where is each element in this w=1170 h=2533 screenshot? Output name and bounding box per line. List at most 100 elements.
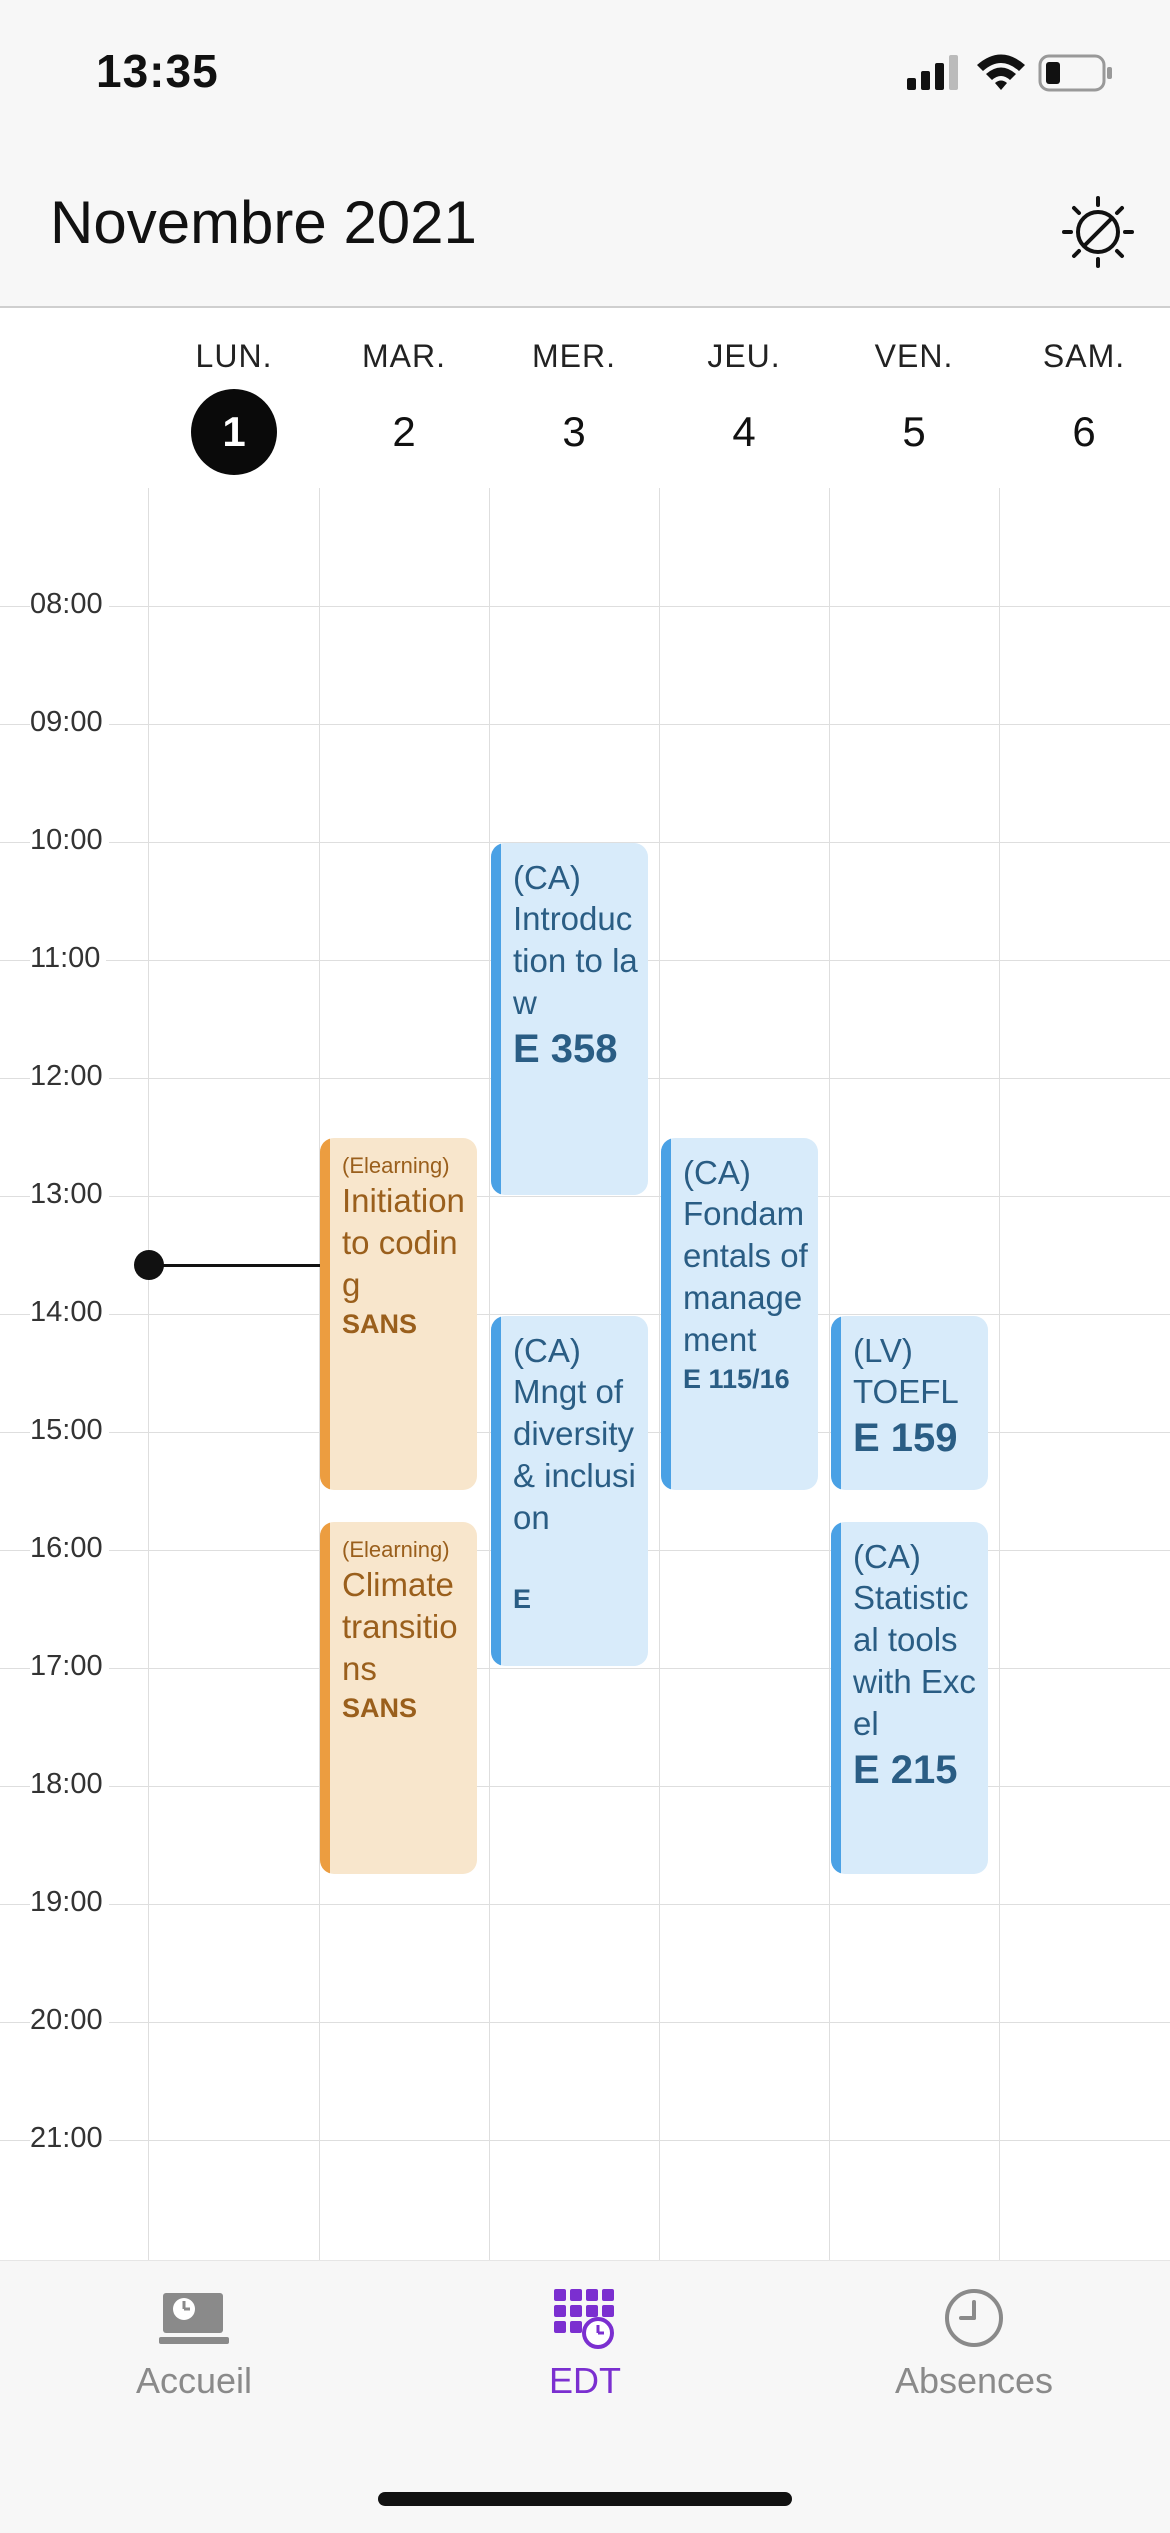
hour-line [0,724,1170,725]
event-title: Mngt of diversity & inclusion [513,1373,636,1536]
event-color-bar [831,1522,841,1874]
week-day-header: LUN. 1 MAR. 2 MER. 3 JEU. 4 VEN. 5 SAM. … [0,308,1170,489]
tab-accueil[interactable]: Accueil [44,2287,344,2402]
day-number: 6 [1072,408,1096,455]
hour-label: 10:00 [30,824,109,857]
day-name: MER. [532,338,616,374]
home-indicator[interactable] [378,2492,792,2506]
tab-label: Accueil [135,2360,253,2401]
column-divider [829,488,830,2260]
event-color-bar [661,1138,671,1490]
day-name: JEU. [707,338,781,374]
day-number: 4 [732,408,756,455]
header [0,140,1170,308]
event-room: SANS [342,1693,418,1723]
event-room: E 159 [853,1416,958,1460]
current-time-line [148,1264,320,1267]
event-color-bar [320,1522,330,1874]
page-title: Novembre 2021 [50,189,477,256]
hour-line [0,2140,1170,2141]
tab-bar: Accueil EDT Absences [0,2260,1170,2533]
event-category: (LV) [853,1332,913,1369]
hour-line [0,842,1170,843]
day-name: MAR. [362,338,446,374]
theme-toggle-button[interactable] [1058,192,1138,272]
calendar-clock-icon [554,2289,614,2349]
hour-line [0,1786,1170,1787]
event-room: E 215 [853,1748,958,1792]
tab-absences[interactable]: Absences [824,2287,1124,2402]
hour-label: 21:00 [30,2122,109,2155]
event-category: (CA) [513,1332,581,1369]
day-number: 3 [562,408,586,455]
clock-icon [945,2289,1003,2347]
hour-line [0,606,1170,607]
home-computer-icon [159,2293,229,2344]
hour-label: 08:00 [30,588,109,621]
hour-line [0,1314,1170,1315]
event-climate-transitions[interactable]: (Elearning) Climate transitions SANS [320,1522,477,1874]
hour-line [0,1668,1170,1669]
day-tuesday[interactable]: MAR. 2 [319,338,489,475]
tab-label: Absences [894,2360,1054,2401]
event-title: Introduction to law [513,900,638,1021]
hour-label: 18:00 [30,1768,109,1801]
event-title: Initiation to coding [342,1182,465,1303]
event-toefl[interactable]: (LV) TOEFL E 159 [831,1316,988,1490]
theme-toggle-icon [1062,196,1134,268]
event-color-bar [491,843,501,1195]
event-title: Climate transitions [342,1566,458,1687]
hour-line [0,1904,1170,1905]
event-room: SANS [342,1309,418,1339]
event-mngt-of-diversity-inclusion[interactable]: (CA) Mngt of diversity & inclusion E [491,1316,648,1666]
event-category: (CA) [853,1538,921,1575]
status-time: 13:35 [96,45,219,97]
event-room: E 115/16 [683,1364,790,1394]
day-saturday[interactable]: SAM. 6 [999,338,1169,475]
event-fondamentals-of-management[interactable]: (CA) Fondamentals of management E 115/16 [661,1138,818,1490]
event-color-bar [491,1316,501,1666]
day-name: SAM. [1042,338,1126,374]
event-category: (CA) [513,859,581,896]
status-bar [0,0,1170,140]
event-color-bar [320,1138,330,1490]
event-color-bar [831,1316,841,1490]
event-room: E [513,1584,532,1614]
hour-label: 13:00 [30,1178,109,1211]
hour-label: 09:00 [30,706,109,739]
hour-label: 14:00 [30,1296,109,1329]
event-initiation-to-coding[interactable]: (Elearning) Initiation to coding SANS [320,1138,477,1490]
tab-edt[interactable]: EDT [435,2287,735,2402]
day-thursday[interactable]: JEU. 4 [659,338,829,475]
column-divider [148,488,149,2260]
hour-label: 17:00 [30,1650,109,1683]
column-divider [999,488,1000,2260]
column-divider [659,488,660,2260]
hour-label: 19:00 [30,1886,109,1919]
day-wednesday[interactable]: MER. 3 [489,338,659,475]
timetable-grid[interactable]: 08:00 09:00 10:00 11:00 12:00 13:00 14:0… [0,488,1170,2260]
wifi-icon [975,52,1027,97]
event-category: (Elearning) [342,1153,450,1178]
hour-label: 15:00 [30,1414,109,1447]
current-time-dot [134,1250,164,1280]
day-friday[interactable]: VEN. 5 [829,338,999,475]
day-monday[interactable]: LUN. 1 [149,338,319,475]
hour-label: 12:00 [30,1060,109,1093]
day-number: 2 [392,408,416,455]
battery-icon [1038,54,1114,97]
hour-line [0,2022,1170,2023]
event-category: (Elearning) [342,1537,450,1562]
day-name: VEN. [874,338,954,374]
column-divider [489,488,490,2260]
event-room: E 358 [513,1027,618,1071]
event-title: Fondamentals of management [683,1195,808,1358]
column-divider [319,488,320,2260]
event-statistical-tools-with-excel[interactable]: (CA) Statistical tools with Excel E 215 [831,1522,988,1874]
hour-label: 16:00 [30,1532,109,1565]
event-title: Statistical tools with Excel [853,1579,976,1742]
signal-icon [905,52,961,97]
hour-line [0,1196,1170,1197]
event-introduction-to-law[interactable]: (CA) Introduction to law E 358 [491,843,648,1195]
day-name: LUN. [195,338,273,374]
